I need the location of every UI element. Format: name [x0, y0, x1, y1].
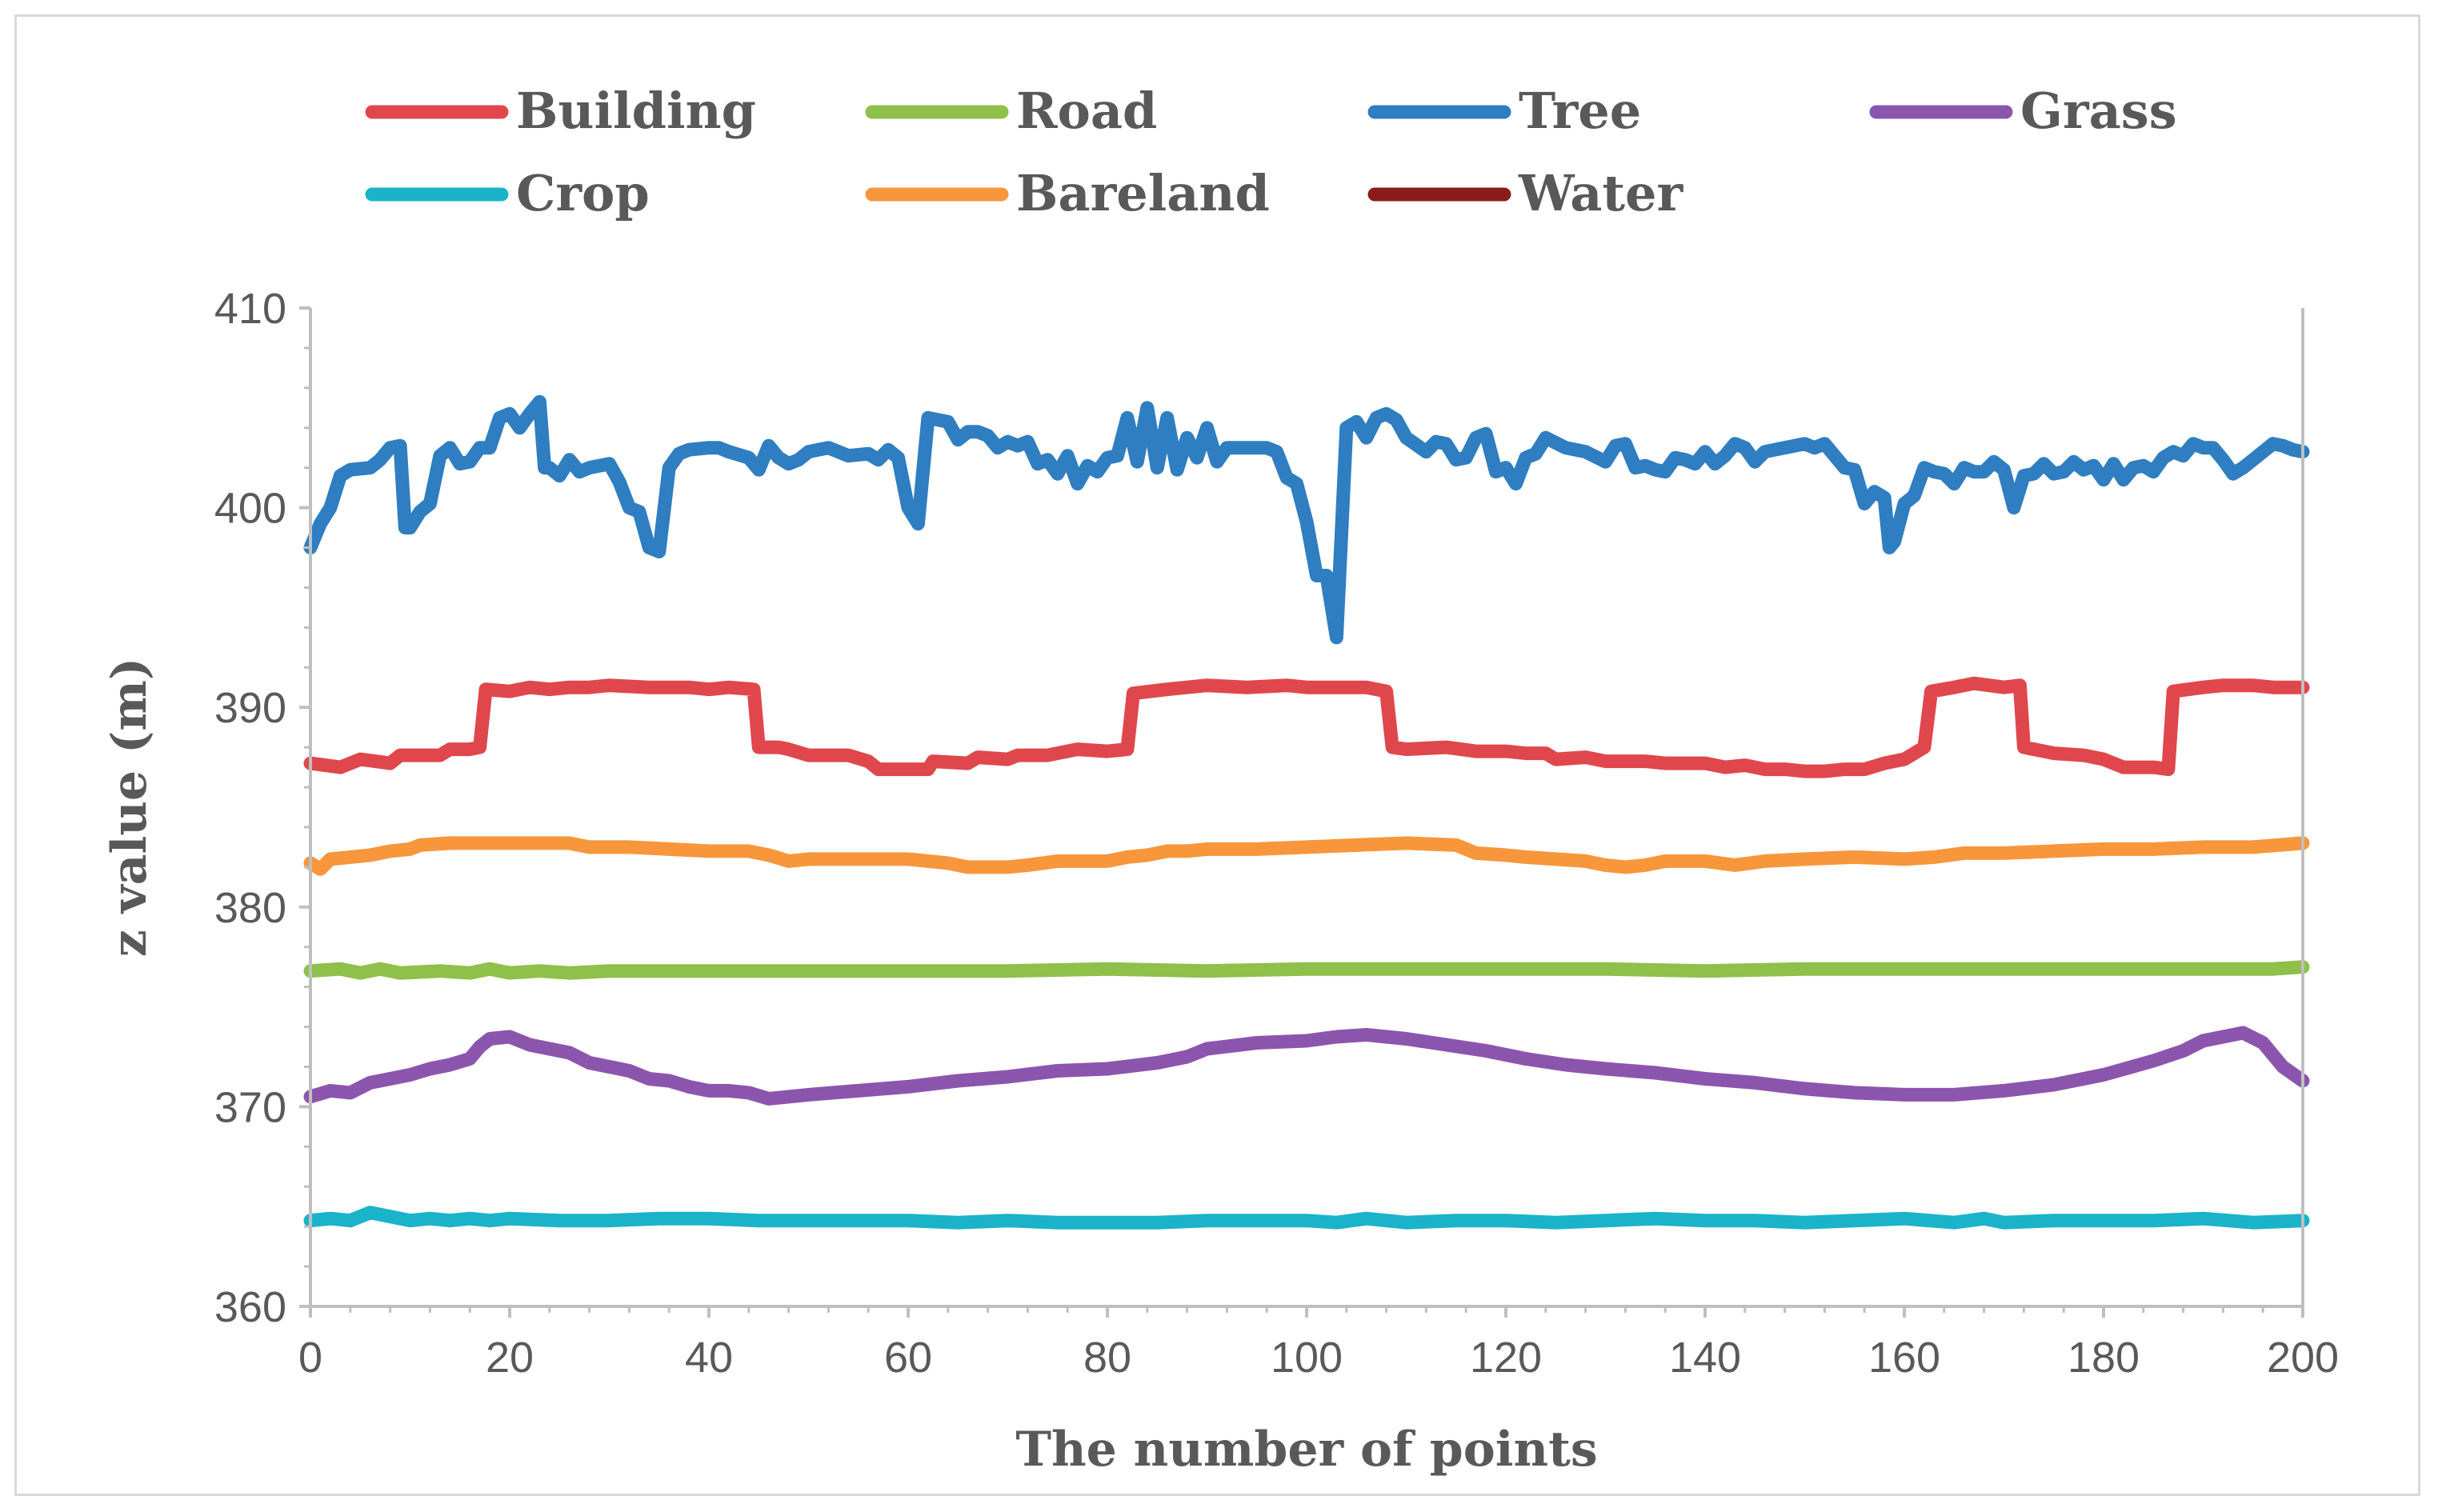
legend-label: Crop	[516, 164, 650, 222]
legend-item-water: Water	[1367, 164, 1683, 222]
x-tick-label: 80	[1083, 1334, 1131, 1382]
legend-item-grass: Grass	[1869, 82, 2177, 140]
legend-label: Tree	[1519, 82, 1641, 140]
series-line-crop	[303, 1206, 2310, 1230]
series-line-tree	[303, 394, 2310, 645]
legend-item-crop: Crop	[365, 164, 650, 222]
y-tick-label: 390	[214, 684, 286, 732]
y-tick-label: 370	[214, 1083, 286, 1131]
x-axis-title: The number of points	[1015, 1422, 1597, 1478]
legend-label: Building	[516, 82, 756, 140]
x-tick-label: 120	[1470, 1334, 1542, 1382]
x-tick-label: 0	[298, 1334, 322, 1382]
legend-label: Water	[1518, 164, 1683, 222]
legend-item-road: Road	[865, 82, 1157, 140]
legend-label: Grass	[2020, 82, 2177, 140]
ticks: 360 370 380 390 400 410 0 20 40 60 80 100 120 140 160 1…	[214, 285, 2339, 1382]
x-tick-label: 100	[1271, 1334, 1343, 1382]
x-tick-label: 180	[2068, 1334, 2140, 1382]
legend-label: Bareland	[1016, 164, 1270, 222]
x-tick-label: 60	[884, 1334, 932, 1382]
series-line-road	[303, 960, 2310, 980]
legend-item-building: Building	[365, 82, 756, 140]
x-tick-label: 40	[685, 1334, 733, 1382]
x-tick-label: 160	[1868, 1334, 1940, 1382]
series-line-grass	[303, 1026, 2310, 1106]
y-axis-title: z value (m)	[102, 658, 158, 957]
y-tick-label: 410	[214, 285, 286, 333]
x-tick-label: 20	[486, 1334, 534, 1382]
y-tick-label: 400	[214, 485, 286, 533]
y-tick-label: 360	[214, 1283, 286, 1331]
series-line-building	[303, 676, 2310, 778]
legend: Building Road Tree Grass Crop Bareland Water	[365, 82, 2177, 222]
legend-item-tree: Tree	[1367, 82, 1641, 140]
plot-lines	[303, 394, 2310, 1230]
x-tick-label: 140	[1669, 1334, 1741, 1382]
x-tick-label: 200	[2267, 1334, 2339, 1382]
legend-label: Road	[1016, 82, 1157, 140]
y-tick-label: 380	[214, 884, 286, 932]
series-line-bareland	[303, 836, 2310, 876]
legend-item-bareland: Bareland	[865, 164, 1270, 222]
